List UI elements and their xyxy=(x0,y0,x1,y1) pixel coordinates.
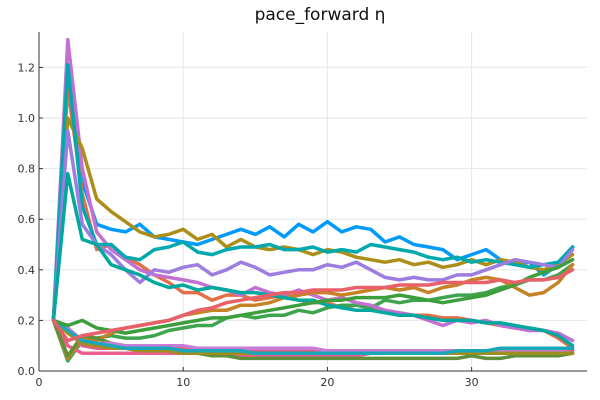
series-line-1 xyxy=(51,78,575,323)
series-line-2 xyxy=(51,85,575,350)
y-tick-label: 0.2 xyxy=(18,314,36,327)
series-line-6 xyxy=(51,63,575,323)
y-tick-label: 1.2 xyxy=(18,61,36,74)
chart-title: pace_forward η xyxy=(255,5,386,25)
grid xyxy=(38,32,587,372)
x-tick-label: 20 xyxy=(320,376,334,389)
series-line-17 xyxy=(51,268,575,343)
series-lines xyxy=(51,37,575,363)
series-line-11 xyxy=(51,171,575,348)
series-line-3 xyxy=(51,262,575,363)
y-tick-label: 0.8 xyxy=(18,163,36,176)
x-tick-label: 10 xyxy=(176,376,190,389)
axes xyxy=(38,32,587,372)
tick-labels: 0 10 20 30 0.0 0.2 0.4 0.6 0.8 1.0 1.2 xyxy=(18,61,479,389)
series-line-15 xyxy=(51,318,575,356)
y-tick-label: 0.6 xyxy=(18,213,36,226)
y-tick-label: 0.4 xyxy=(18,264,36,277)
x-tick-label: 0 xyxy=(36,376,43,389)
series-line-16 xyxy=(51,257,575,335)
series-line-4 xyxy=(51,37,575,343)
series-line-5 xyxy=(51,116,575,323)
y-tick-label: 0.0 xyxy=(18,365,36,378)
x-tick-label: 30 xyxy=(465,376,479,389)
series-line-9 xyxy=(51,128,575,323)
y-tick-label: 1.0 xyxy=(18,112,36,125)
